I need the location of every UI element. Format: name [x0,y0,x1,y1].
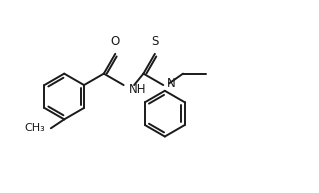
Text: NH: NH [129,83,147,96]
Text: S: S [151,35,159,48]
Text: O: O [111,35,120,48]
Text: N: N [167,77,176,90]
Text: CH₃: CH₃ [25,123,45,133]
